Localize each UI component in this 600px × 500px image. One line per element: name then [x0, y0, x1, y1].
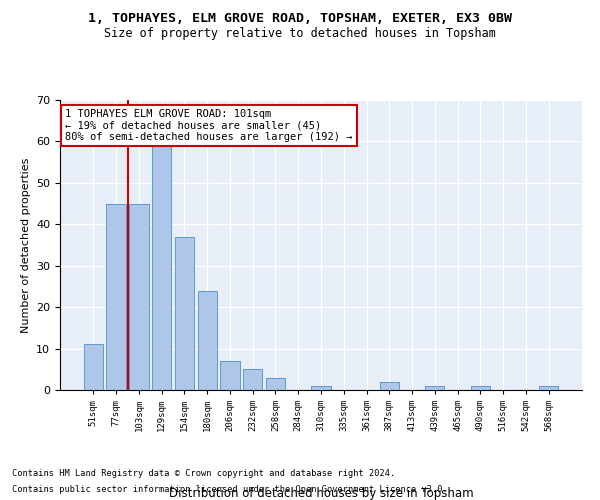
Bar	[84, 344, 103, 390]
Y-axis label: Number of detached properties: Number of detached properties	[20, 158, 31, 332]
Text: 1, TOPHAYES, ELM GROVE ROAD, TOPSHAM, EXETER, EX3 0BW: 1, TOPHAYES, ELM GROVE ROAD, TOPSHAM, EX…	[88, 12, 512, 26]
Bar	[266, 378, 285, 390]
Bar	[197, 290, 217, 390]
Bar	[106, 204, 126, 390]
Bar	[220, 361, 239, 390]
Text: Contains HM Land Registry data © Crown copyright and database right 2024.: Contains HM Land Registry data © Crown c…	[12, 468, 395, 477]
Text: Contains public sector information licensed under the Open Government Licence v3: Contains public sector information licen…	[12, 485, 448, 494]
Bar	[311, 386, 331, 390]
X-axis label: Distribution of detached houses by size in Topsham: Distribution of detached houses by size …	[169, 487, 473, 500]
Bar	[152, 146, 172, 390]
Bar	[175, 236, 194, 390]
Bar	[129, 204, 149, 390]
Bar	[243, 370, 262, 390]
Text: 1 TOPHAYES ELM GROVE ROAD: 101sqm
← 19% of detached houses are smaller (45)
80% : 1 TOPHAYES ELM GROVE ROAD: 101sqm ← 19% …	[65, 108, 353, 142]
Text: Size of property relative to detached houses in Topsham: Size of property relative to detached ho…	[104, 28, 496, 40]
Bar	[425, 386, 445, 390]
Bar	[380, 382, 399, 390]
Bar	[539, 386, 558, 390]
Bar	[470, 386, 490, 390]
